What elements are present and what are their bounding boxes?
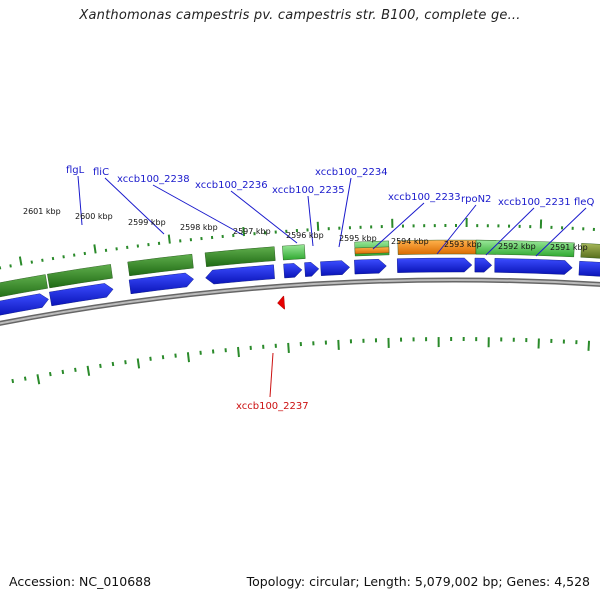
cds-arrow <box>474 257 493 273</box>
leader-line <box>535 207 587 257</box>
tick-label: 2596 kbp <box>286 231 324 240</box>
leader-line <box>104 177 165 235</box>
genome-backbone <box>0 277 600 326</box>
leader-line <box>152 184 244 236</box>
tick-label: 2599 kbp <box>128 218 166 227</box>
feature-block <box>47 264 113 289</box>
cds-track <box>0 257 600 316</box>
outer-tick-ring <box>0 218 595 270</box>
tick-label: 2595 kbp <box>339 234 377 243</box>
cds-arrow <box>354 258 387 275</box>
inner-tick <box>186 352 191 363</box>
inner-tick <box>86 365 91 376</box>
inner-tick <box>74 367 77 372</box>
backbone-highlight <box>0 279 600 325</box>
leader-line <box>372 202 425 250</box>
cds-arrow <box>0 293 49 316</box>
leader-line <box>338 177 352 248</box>
gene-label: fleQ <box>574 197 594 208</box>
inner-tick <box>99 363 102 369</box>
tick-label: 2597 kbp <box>233 227 271 236</box>
tick-label: 2592 kbp <box>498 242 536 251</box>
leader-line <box>77 175 83 226</box>
cds-arrow <box>494 258 573 275</box>
feature-block <box>580 243 600 259</box>
inner-tick <box>124 360 127 365</box>
feature-block <box>354 246 390 255</box>
gene-label: xccb100_2233 <box>388 192 461 203</box>
feature-block <box>127 253 194 277</box>
outer-tick <box>41 258 44 262</box>
feature-block <box>204 246 276 267</box>
cds-arrow <box>205 264 275 285</box>
cds-arrow <box>128 272 194 295</box>
inner-tick <box>36 374 41 385</box>
inner-tick <box>237 346 240 358</box>
inner-tick <box>111 361 115 367</box>
feature-track <box>0 239 600 298</box>
outer-tick <box>30 260 34 264</box>
inner-tick <box>11 378 15 384</box>
leader-line <box>230 190 298 244</box>
leader-line <box>436 204 477 255</box>
inner-tick <box>587 340 591 351</box>
accession-text: Accession: NC_010688 <box>9 574 152 589</box>
genome-stats-text: Topology: circular; Length: 5,079,002 bp… <box>246 574 590 589</box>
gene-label: xccb100_2231 <box>498 197 571 208</box>
outer-tick <box>167 234 171 244</box>
outer-tick <box>18 256 23 266</box>
feature-block <box>0 274 48 298</box>
inner-tick <box>48 371 52 377</box>
label-leader-lines <box>77 175 587 398</box>
tick-label: 2594 kbp <box>391 237 429 246</box>
map-title: Xanthomonas campestris pv. campestris st… <box>79 8 521 23</box>
inner-tick <box>61 369 65 375</box>
inner-tick <box>149 356 152 361</box>
tick-label: 2593 kbp <box>444 240 482 249</box>
inner-tick <box>23 376 27 381</box>
tick-label: 2601 kbp <box>23 207 61 216</box>
cds-arrow <box>320 260 350 276</box>
tick-label: 2598 kbp <box>180 223 218 232</box>
cds-arrow <box>304 262 320 277</box>
cds-arrow <box>578 260 600 277</box>
gene-label: flgL <box>66 165 85 176</box>
leader-line-minus <box>269 352 274 398</box>
gene-label: xccb100_2234 <box>315 167 388 178</box>
gene-label: fliC <box>93 167 109 178</box>
outer-tick <box>242 226 246 237</box>
tick-label: 2600 kbp <box>75 212 113 221</box>
outer-tick <box>93 244 97 254</box>
tick-labels: 2601 kbp 2600 kbp 2599 kbp 2598 kbp 2597 kbp… <box>23 207 588 252</box>
gene-label: xccb100_2235 <box>272 185 345 196</box>
inner-tick <box>136 358 141 369</box>
tick-label: 2591 kbp <box>550 243 588 252</box>
leader-line <box>485 207 535 256</box>
cds-arrow <box>396 257 473 273</box>
outer-tick <box>9 264 12 268</box>
cds-arrow <box>283 263 303 279</box>
leader-line <box>307 195 314 247</box>
feature-block <box>282 244 306 261</box>
gene-label: xccb100_2236 <box>195 180 268 191</box>
cds-arrow <box>49 283 114 307</box>
inner-tick <box>287 342 290 353</box>
minus-strand-gene <box>277 295 285 310</box>
gene-labels: flgL fliC xccb100_2238 xccb100_2236 xccb100_… <box>66 165 594 412</box>
gene-label: xccb100_2238 <box>117 174 190 185</box>
inner-tick-ring <box>11 337 591 385</box>
gene-label: rpoN2 <box>461 194 491 205</box>
gene-label-minus: xccb100_2237 <box>236 401 309 412</box>
feature-block <box>475 239 575 258</box>
